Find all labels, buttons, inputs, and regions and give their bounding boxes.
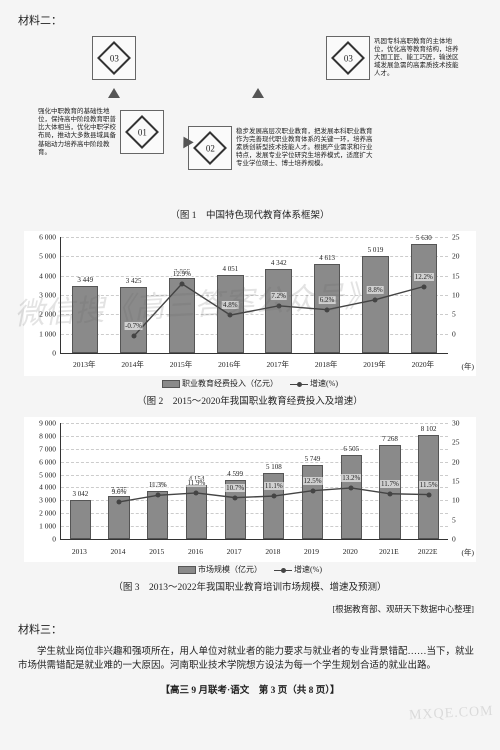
node-01: 强化中职教育的基础性地位，保持高中阶段教育职普比大体相当，优化中职学校布局，推动… bbox=[38, 108, 164, 157]
node-02-text: 稳步发展高层次职业教育，把发展本科职业教育作为完善现代职业教育体系的关键一环，培… bbox=[236, 128, 376, 169]
fig3-caption: （图 3 2013～2022年我国职业教育培训市场规模、增速及预测） bbox=[18, 579, 482, 593]
chart-2-legend: 职业教育经费投入（亿元） 增速(%) bbox=[18, 378, 482, 389]
hex-03-right: 03 bbox=[326, 36, 370, 80]
material-3-text: 学生就业岗位非兴趣和强项所在，用人单位对就业者的能力要求与就业者的专业背景错配…… bbox=[18, 645, 482, 674]
chart-3: 3 0423 3353 7134 1544 5995 1085 7496 505… bbox=[24, 417, 476, 562]
legend-bar-label: 市场规模（亿元） bbox=[198, 565, 262, 574]
node-01-text: 强化中职教育的基础性地位，保持高中阶段教育职普比大体相当，优化中职学校布局，推动… bbox=[38, 108, 116, 157]
legend-line-swatch bbox=[290, 384, 308, 385]
node-03-left: 03 bbox=[92, 36, 136, 80]
chart-3-legend: 市场规模（亿元） 增速(%) bbox=[18, 564, 482, 575]
arrow-icon bbox=[252, 88, 264, 98]
legend-line-swatch bbox=[274, 570, 292, 571]
watermark-2: MXQE.COM bbox=[409, 704, 494, 724]
legend-bar-swatch bbox=[162, 380, 180, 388]
fig1-caption: （图 1 中国特色现代教育体系框架） bbox=[18, 207, 482, 221]
hex-01: 01 bbox=[120, 110, 164, 154]
legend-bar-label: 职业教育经费投入（亿元） bbox=[182, 379, 278, 388]
legend-bar-swatch bbox=[178, 566, 196, 574]
material-3-label: 材料三： bbox=[18, 621, 482, 637]
node-03-right: 03 巩固专科高职教育的主体地位，优化高等教育结构，培养大国工匠、能工巧匠，输送… bbox=[326, 36, 462, 80]
arrow-icon bbox=[108, 88, 120, 98]
hex-02: 02 bbox=[188, 126, 232, 170]
source-note: [根据教育部、观研天下数据中心整理] bbox=[18, 603, 474, 615]
node-03-text: 巩固专科高职教育的主体地位，优化高等教育结构，培养大国工匠、能工巧匠，输送区域发… bbox=[374, 38, 462, 79]
fig2-caption: （图 2 2015～2020年我国职业教育经费投入及增速） bbox=[18, 393, 482, 407]
framework-diagram: 03 03 巩固专科高职教育的主体地位，优化高等教育结构，培养大国工匠、能工巧匠… bbox=[38, 36, 462, 201]
chart-2-plot: 3 4493 4253 8664 0514 3424 6135 0195 630… bbox=[60, 237, 448, 354]
material-2-label: 材料二： bbox=[18, 12, 482, 28]
legend-line-label: 增速(%) bbox=[310, 379, 338, 388]
chart-3-plot: 3 0423 3353 7134 1544 5995 1085 7496 505… bbox=[60, 423, 448, 540]
hex-03-left: 03 bbox=[92, 36, 136, 80]
node-02: 02 稳步发展高层次职业教育，把发展本科职业教育作为完善现代职业教育体系的关键一… bbox=[188, 126, 376, 170]
chart-2: 3 4493 4253 8664 0514 3424 6135 0195 630… bbox=[24, 231, 476, 376]
legend-line-label: 增速(%) bbox=[294, 565, 322, 574]
page-footer: 【高三 9 月联考·语文 第 3 页（共 8 页）】 bbox=[18, 682, 482, 696]
